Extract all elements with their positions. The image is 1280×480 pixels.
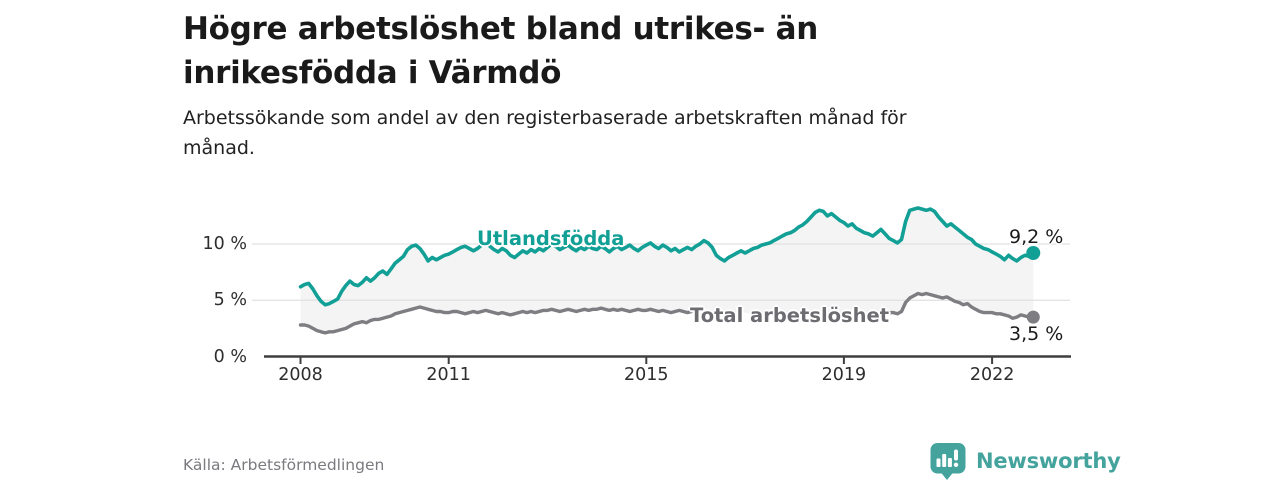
y-axis-tick-label: 10 %	[202, 234, 247, 254]
total-arbetsloshet-line	[887, 291, 1036, 320]
speech-bubble-bar-chart-icon	[930, 443, 966, 480]
x-axis-tick-label: 2015	[624, 365, 669, 385]
newsworthy-logo: Newsworthy	[929, 442, 1121, 480]
y-axis-tick-label: 5 %	[213, 290, 247, 311]
total-arbetsloshet-line	[298, 305, 694, 335]
series-label-utlandsfodda: Utlandsfödda	[477, 227, 625, 250]
series-label-total-arbetsloshet: Total arbetslöshet	[690, 304, 890, 327]
total-arbetsloshet-end-dot	[1026, 310, 1040, 324]
utlandsfodda-line	[298, 206, 1036, 307]
page-title-line1: Högre arbetslöshet bland utrikes- än	[183, 11, 819, 47]
area-between-series	[300, 208, 1034, 333]
x-axis-tick-label: 2022	[969, 365, 1015, 385]
end-value-total-arbetsloshet: 3,5 %	[1009, 323, 1064, 345]
utlandsfodda-end-dot	[1026, 246, 1041, 260]
x-axis-tick-label: 2019	[821, 365, 867, 385]
chart-subtitle: Arbetssökande som andel av den registerb…	[183, 103, 1083, 163]
newsworthy-wordmark: Newsworthy	[976, 449, 1121, 473]
x-axis-tick-label: 2008	[278, 365, 323, 385]
y-axis-tick-label: 0 %	[213, 346, 247, 367]
x-axis-tick-label: 2011	[426, 365, 471, 385]
end-value-utlandsfodda: 9,2 %	[1009, 226, 1064, 248]
page-title-line2: inrikesfödda i Värmdö	[183, 55, 562, 91]
chart-subtitle-line1: Arbetssökande som andel av den registerb…	[183, 107, 907, 129]
chart-subtitle-line2: månad.	[183, 137, 255, 159]
source-note: Källa: Arbetsförmedlingen	[183, 456, 385, 474]
page-title: Högre arbetslöshet bland utrikes- än inr…	[183, 7, 1083, 95]
